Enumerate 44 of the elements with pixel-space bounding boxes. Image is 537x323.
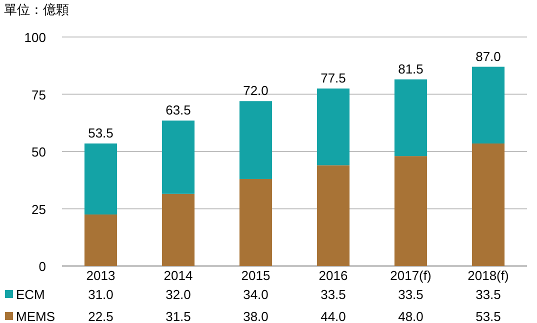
data-label: 33.5 <box>320 287 346 302</box>
total-label: 53.5 <box>88 125 114 140</box>
y-tick-label: 50 <box>32 144 46 160</box>
y-tick-label: 25 <box>32 202 46 217</box>
bar <box>162 120 195 194</box>
x-tick-label: 2017(f) <box>390 268 432 283</box>
data-label: 22.5 <box>88 309 114 323</box>
data-label: 38.0 <box>243 309 268 323</box>
data-label: 33.5 <box>476 287 501 302</box>
bar <box>472 66 505 144</box>
data-label: 32.0 <box>166 287 191 302</box>
bar <box>239 178 272 266</box>
bar <box>84 143 118 214</box>
y-axis-title: 單位：億顆 <box>4 2 69 17</box>
data-label: 33.5 <box>398 287 424 302</box>
data-label: 44.0 <box>320 309 346 323</box>
legend-label: ECM <box>16 287 45 302</box>
x-tick-label: 2015 <box>241 268 270 283</box>
data-label: 48.0 <box>398 309 424 323</box>
data-label: 31.0 <box>88 287 114 302</box>
bar <box>394 156 428 266</box>
total-label: 72.0 <box>243 83 268 98</box>
legend-label: MEMS <box>16 309 56 323</box>
total-label: 77.5 <box>320 70 346 86</box>
total-label: 87.0 <box>476 48 501 64</box>
y-tick-label: 75 <box>32 87 46 102</box>
x-tick-label: 2016 <box>318 268 348 283</box>
data-label: 53.5 <box>476 309 501 323</box>
data-label: 34.0 <box>243 287 268 302</box>
x-tick-label: 2014 <box>164 268 193 283</box>
bar <box>316 165 350 266</box>
y-tick-label: 0 <box>38 259 46 274</box>
total-label: 63.5 <box>166 102 191 118</box>
bar <box>84 214 118 266</box>
bar <box>316 88 350 166</box>
y-tick-label: 100 <box>24 30 46 45</box>
bar <box>394 79 428 156</box>
data-label: 31.5 <box>166 309 191 323</box>
bar <box>162 194 195 266</box>
x-tick-label: 2018(f) <box>468 268 509 283</box>
x-tick-label: 2013 <box>86 268 116 283</box>
bar <box>239 101 272 179</box>
bar <box>472 143 505 266</box>
total-label: 81.5 <box>398 61 424 76</box>
